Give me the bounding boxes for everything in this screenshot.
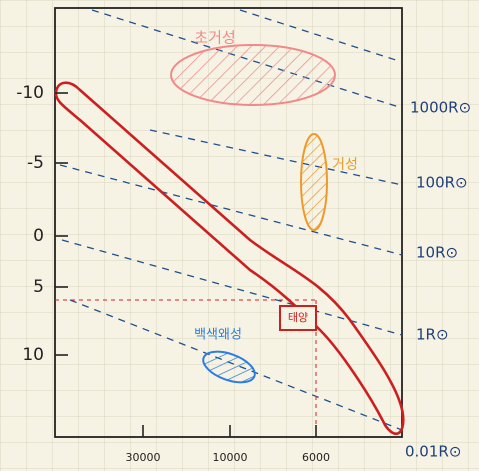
radius-label: 0.01R⊙ [405, 443, 461, 461]
x-label: 6000 [302, 451, 330, 464]
y-label: 0 [33, 226, 44, 246]
giant-region [300, 133, 328, 231]
y-label: -10 [16, 83, 44, 103]
sun-guides [55, 299, 317, 437]
white-dwarf-label: 백색왜성 [194, 328, 242, 343]
supergiant-label: 초거성 [194, 29, 235, 47]
radius-label: 1000R⊙ [410, 99, 471, 117]
y-label: -5 [27, 153, 44, 173]
x-label: 30000 [126, 451, 161, 464]
radius-label: 1R⊙ [416, 326, 449, 344]
radius-label: 10R⊙ [416, 244, 458, 262]
tick-marks [55, 92, 317, 437]
sun-box [279, 305, 317, 331]
sun-label: 태양 [288, 311, 308, 324]
white-dwarf-region [202, 350, 256, 384]
giant-label: 거성 [332, 157, 358, 173]
supergiant-region [170, 44, 336, 106]
radius-label: 100R⊙ [416, 174, 468, 192]
y-label: 5 [33, 277, 44, 297]
x-label: 10000 [213, 451, 248, 464]
y-label: 10 [22, 345, 44, 365]
main-sequence [54, 81, 405, 435]
plot-frame [54, 7, 403, 438]
